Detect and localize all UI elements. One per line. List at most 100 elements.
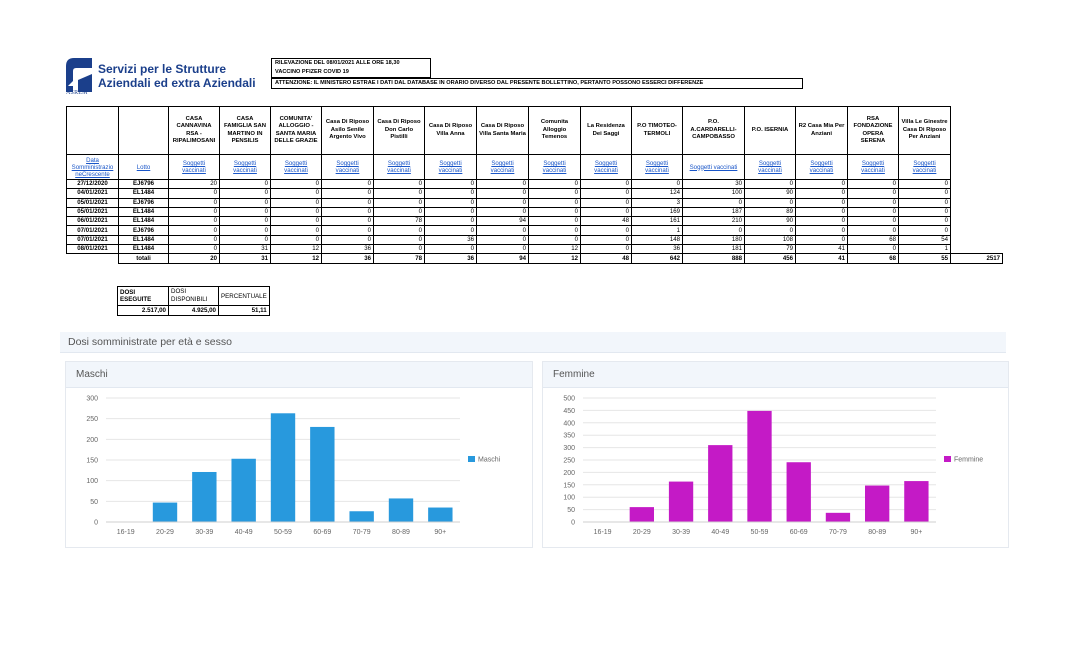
bar[interactable] xyxy=(270,413,296,522)
subjects-vaccinated-link[interactable]: Soggetti vaccinati xyxy=(476,154,529,180)
totals-label: totali xyxy=(118,253,169,264)
subjects-vaccinated-link[interactable]: Soggetti vaccinati xyxy=(631,154,683,180)
row-value: 0 xyxy=(373,234,425,246)
bar[interactable] xyxy=(786,462,811,522)
total-value: 36 xyxy=(321,253,374,264)
subjects-vaccinated-link[interactable]: Soggetti vaccinati xyxy=(847,154,899,180)
y-tick-label: 150 xyxy=(563,482,575,489)
subjects-vaccinated-link[interactable]: Soggetti vaccinati xyxy=(795,154,848,180)
row-lot: EL1484 xyxy=(118,188,169,199)
row-value: 0 xyxy=(321,225,374,236)
subjects-vaccinated-link[interactable]: Soggetti vaccinati xyxy=(321,154,374,180)
row-value: 0 xyxy=(321,216,374,227)
row-value: 54 xyxy=(898,234,951,246)
subjects-vaccinated-link[interactable]: Soggetti vaccinati xyxy=(373,154,425,180)
bar[interactable] xyxy=(668,481,694,522)
legend-label[interactable]: Femmine xyxy=(954,457,983,464)
vaccination-table: CASA CANNAVINA RSA - RIPALIMOSANI CASA FA… xyxy=(66,106,1003,264)
x-tick-label: 40-49 xyxy=(711,529,729,536)
row-value: 0 xyxy=(580,197,632,208)
female-chart-header: Femmine xyxy=(543,362,1008,388)
row-value: 36 xyxy=(631,244,683,255)
male-bar-chart: 0 50 100 150 200 250 300 16-19 20-29 30-39 40-49 50… xyxy=(86,396,501,537)
bar[interactable] xyxy=(747,410,772,522)
row-value: 0 xyxy=(373,178,425,190)
row-value: 0 xyxy=(270,216,322,227)
subjects-vaccinated-link[interactable]: Soggetti vaccinati xyxy=(270,154,322,180)
y-tick-label: 300 xyxy=(563,445,575,452)
row-value: 0 xyxy=(580,234,632,246)
subjects-vaccinated-link[interactable]: Soggetti vaccinati xyxy=(168,154,220,180)
row-value: 31 xyxy=(219,244,271,255)
bar[interactable] xyxy=(310,426,335,522)
row-value: 0 xyxy=(424,206,477,218)
bar[interactable] xyxy=(904,481,929,522)
legend-swatch[interactable] xyxy=(944,456,951,462)
row-value: 0 xyxy=(270,178,322,190)
row-value: 0 xyxy=(898,225,951,236)
date-sort-link[interactable]: Data Somministrazio neCrescente xyxy=(66,154,119,180)
row-value: 0 xyxy=(744,178,796,190)
table-row: 05/01/2021 EL1484 0 0 0 0 0 0 0 0 0 169 187 89 0 0 0 xyxy=(66,206,1003,218)
subjects-vaccinated-link[interactable]: Soggetti vaccinati xyxy=(219,154,271,180)
bar[interactable] xyxy=(708,445,733,522)
bar[interactable] xyxy=(629,507,654,522)
row-value: 12 xyxy=(528,244,581,255)
subjects-vaccinated-link[interactable]: Soggetti vaccinati xyxy=(424,154,477,180)
section-title-bar: Dosi somministrate per età e sesso xyxy=(60,332,1006,353)
row-value: 0 xyxy=(744,197,796,208)
bar[interactable] xyxy=(349,511,374,522)
bar[interactable] xyxy=(192,471,217,522)
row-value: 36 xyxy=(424,234,477,246)
warning-notice: ATTENZIONE: IL MINISTERO ESTRAE I DATI D… xyxy=(271,78,803,89)
row-date: 05/01/2021 xyxy=(66,206,119,218)
bar[interactable] xyxy=(231,458,256,522)
subjects-vaccinated-link[interactable]: Soggetti vaccinati xyxy=(682,154,745,180)
row-value: 0 xyxy=(847,244,899,255)
bar[interactable] xyxy=(825,512,851,522)
bar[interactable] xyxy=(428,507,453,522)
bar[interactable] xyxy=(388,498,414,522)
row-value: 0 xyxy=(321,206,374,218)
row-value: 0 xyxy=(795,216,848,227)
female-chart-title: Femmine xyxy=(553,369,595,380)
row-value: 78 xyxy=(373,216,425,227)
row-value: 0 xyxy=(898,188,951,199)
row-lot: EJ6796 xyxy=(118,225,169,236)
y-tick-label: 50 xyxy=(567,507,575,514)
subjects-vaccinated-link[interactable]: Soggetti vaccinati xyxy=(898,154,951,180)
asrem-logo xyxy=(66,58,92,92)
total-value: 55 xyxy=(898,253,951,264)
row-value: 0 xyxy=(795,234,848,246)
row-value: 0 xyxy=(270,188,322,199)
row-value: 0 xyxy=(219,188,271,199)
subjects-vaccinated-link[interactable]: Soggetti vaccinati xyxy=(580,154,632,180)
bar[interactable] xyxy=(865,485,890,522)
row-value: 0 xyxy=(476,178,529,190)
percentage-value: 51,11 xyxy=(218,305,270,316)
structure-header: Casa Di Riposo Villa Anna xyxy=(424,106,477,155)
row-value: 0 xyxy=(580,188,632,199)
total-value: 41 xyxy=(795,253,848,264)
legend-swatch[interactable] xyxy=(468,456,475,462)
x-tick-label: 16-19 xyxy=(117,529,135,536)
y-tick-label: 350 xyxy=(563,433,575,440)
subjects-vaccinated-link[interactable]: Soggetti vaccinati xyxy=(744,154,796,180)
row-value: 0 xyxy=(168,225,220,236)
row-lot: EL1484 xyxy=(118,244,169,255)
row-value: 89 xyxy=(744,206,796,218)
row-value: 0 xyxy=(682,225,745,236)
lot-sort-link[interactable]: Lotto xyxy=(118,154,169,180)
grand-total: 2517 xyxy=(950,253,1003,264)
row-value: 100 xyxy=(682,188,745,199)
row-value: 0 xyxy=(373,197,425,208)
subjects-vaccinated-link[interactable]: Soggetti vaccinati xyxy=(528,154,581,180)
structure-header: CASA CANNAVINA RSA - RIPALIMOSANI xyxy=(168,106,220,155)
bar[interactable] xyxy=(152,502,178,522)
brand-line-1: Servizi per le Strutture xyxy=(98,62,227,76)
legend-label[interactable]: Maschi xyxy=(478,457,501,464)
empty-cell xyxy=(67,254,119,263)
structure-header: Villa Le Ginestre Casa Di Riposo Per Anz… xyxy=(898,106,951,155)
x-tick-label: 50-59 xyxy=(274,529,292,536)
row-value: 0 xyxy=(219,178,271,190)
